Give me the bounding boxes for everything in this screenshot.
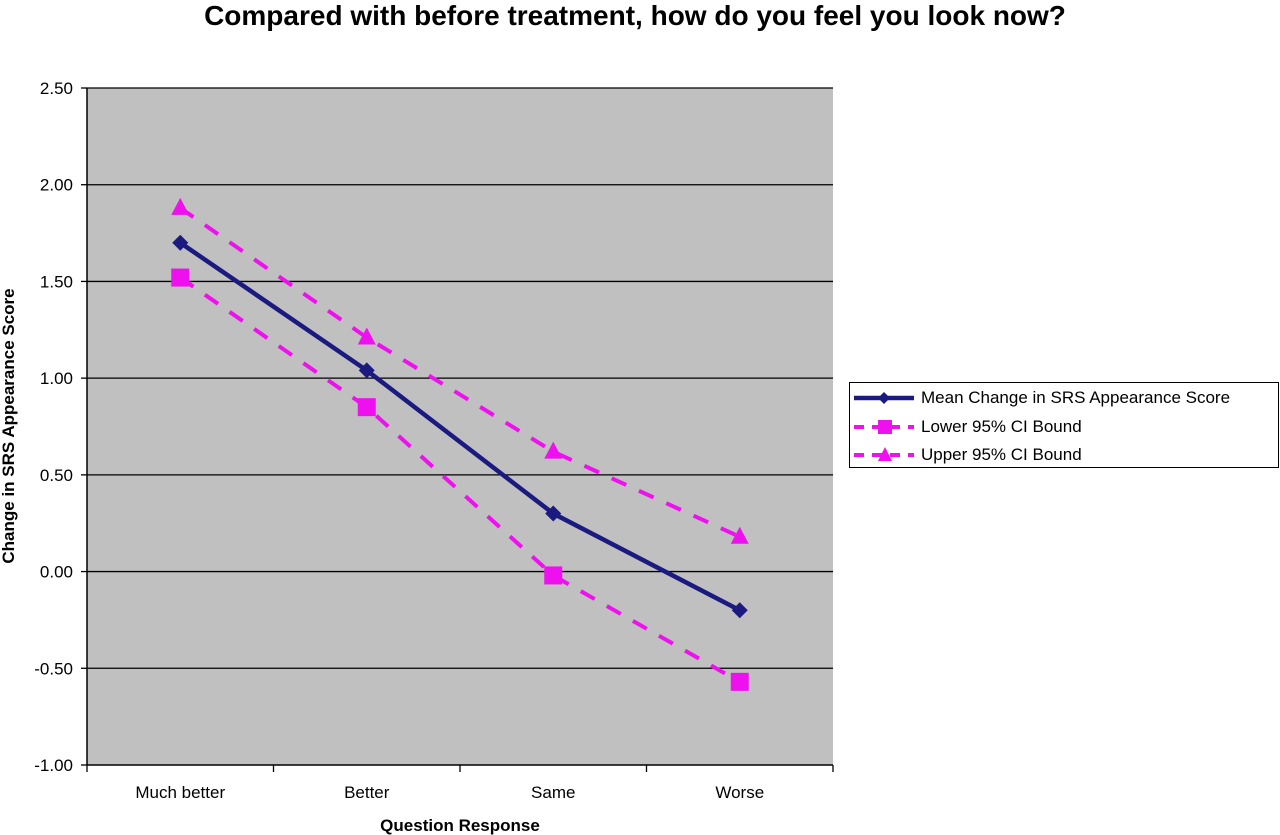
legend: Mean Change in SRS Appearance Score Lower…: [849, 382, 1279, 468]
legend-swatch: [854, 392, 914, 404]
y-tick-label: 1.50: [40, 272, 73, 291]
y-tick-label: 0.00: [40, 563, 73, 582]
x-axis-title: Question Response: [380, 816, 540, 835]
x-tick-label: Worse: [715, 783, 764, 802]
series-line-1: [179, 275, 741, 684]
data-point-0-2: [545, 505, 562, 522]
legend-swatch: [854, 447, 914, 461]
data-point-0-3: [731, 602, 748, 619]
x-tick-label: Much better: [135, 783, 225, 802]
data-point-2-2: [544, 441, 563, 459]
y-axis-title: Change in SRS Appearance Score: [0, 288, 18, 563]
data-point-0-0: [172, 234, 189, 251]
plot-area: [87, 88, 833, 765]
data-point-0-1: [358, 362, 375, 379]
x-tick-label: Better: [344, 783, 390, 802]
legend-label: Lower 95% CI Bound: [921, 416, 1082, 436]
y-tick-label: 2.50: [40, 79, 73, 98]
legend-item: Lower 95% CI Bound: [850, 413, 1280, 441]
series-line-2: [179, 206, 741, 539]
data-point-2-1: [357, 327, 376, 345]
y-tick-label: 0.50: [40, 466, 73, 485]
x-tick-label: Same: [531, 783, 575, 802]
series-line-0: [178, 240, 741, 613]
data-point-2-3: [730, 526, 749, 544]
chart-title: Compared with before treatment, how do y…: [204, 0, 1066, 31]
y-tick-label: -0.50: [34, 659, 73, 678]
legend-label: Upper 95% CI Bound: [921, 445, 1082, 464]
legend-label: Mean Change in SRS Appearance Score: [921, 388, 1231, 407]
y-tick-label: 2.00: [40, 176, 73, 195]
data-point-1-3: [730, 672, 749, 691]
legend-item: Mean Change in SRS Appearance Score: [850, 384, 1280, 412]
data-point-1-1: [357, 398, 376, 417]
legend-item: Upper 95% CI Bound: [850, 441, 1280, 469]
legend-swatch: [854, 419, 914, 434]
data-point-1-2: [544, 566, 563, 585]
data-point-1-0: [171, 268, 190, 287]
y-tick-label: 1.00: [40, 369, 73, 388]
data-point-2-0: [171, 197, 190, 215]
y-tick-label: -1.00: [34, 756, 73, 775]
